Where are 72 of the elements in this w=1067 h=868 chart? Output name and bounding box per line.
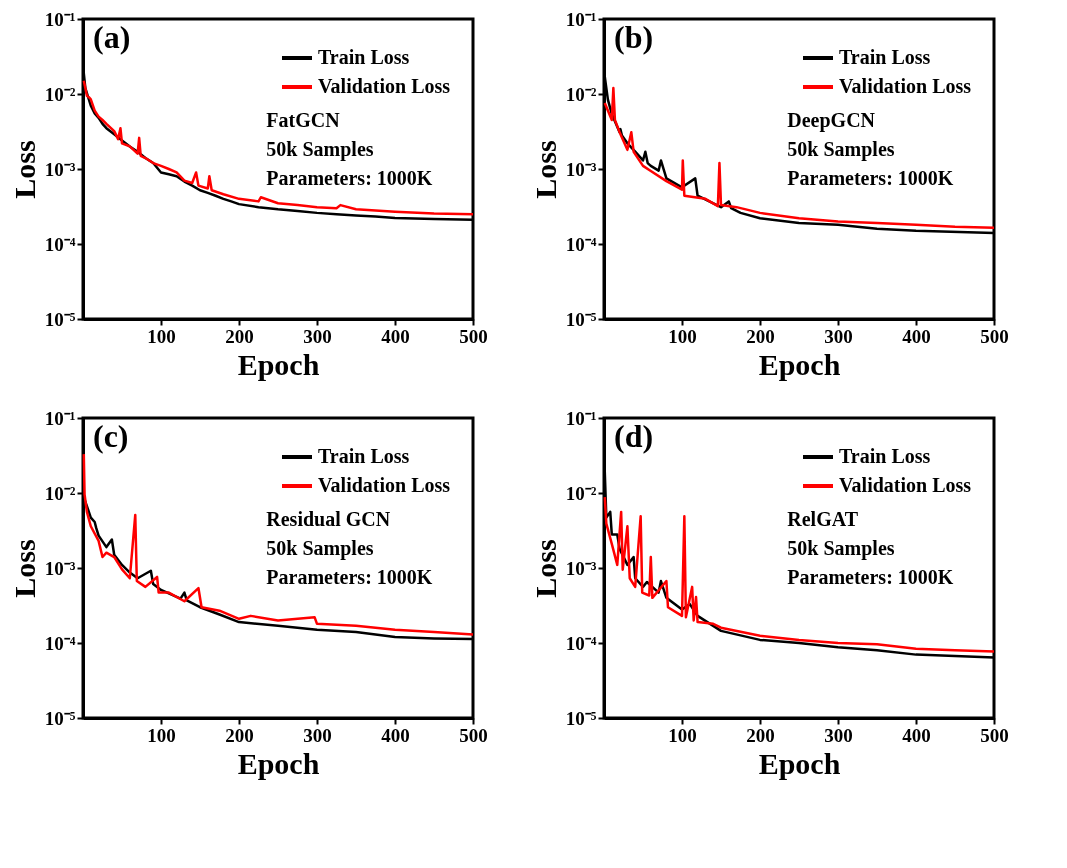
- annotation: 50k Samples: [266, 537, 374, 560]
- y-tick-label: 10⁻⁴: [44, 632, 76, 654]
- annotation: 50k Samples: [787, 537, 895, 560]
- y-tick-label: 10⁻⁴: [565, 632, 597, 654]
- annotation: FatGCN: [266, 109, 341, 131]
- y-tick-label: 10⁻⁴: [44, 233, 76, 255]
- x-tick-label: 100: [668, 724, 697, 746]
- annotation: Parameters: 1000K: [787, 566, 954, 588]
- x-tick-label: 100: [147, 724, 176, 746]
- legend-label: Validation Loss: [839, 474, 972, 496]
- y-axis-title: Loss: [7, 140, 41, 199]
- x-tick-label: 200: [225, 325, 254, 347]
- annotation: (c): [93, 418, 129, 454]
- x-tick-label: 500: [459, 724, 488, 746]
- x-tick-label: 500: [459, 325, 488, 347]
- x-tick-label: 400: [902, 724, 931, 746]
- legend-label: Train Loss: [318, 445, 410, 467]
- annotation: 50k Samples: [787, 138, 895, 161]
- annotation: Parameters: 1000K: [787, 167, 954, 189]
- x-tick-label: 100: [668, 325, 697, 347]
- legend-label: Train Loss: [839, 46, 931, 68]
- y-tick-label: 10⁻²: [44, 482, 76, 504]
- y-tick-label: 10⁻²: [565, 83, 597, 105]
- x-tick-label: 500: [980, 325, 1009, 347]
- legend-label: Validation Loss: [318, 75, 451, 97]
- legend-label: Train Loss: [839, 445, 931, 467]
- x-axis-title: Epoch: [237, 347, 320, 381]
- annotation: RelGAT: [787, 508, 859, 530]
- annotation: (d): [614, 418, 654, 454]
- y-tick-label: 10⁻¹: [565, 8, 597, 30]
- y-tick-label: 10⁻³: [44, 158, 76, 180]
- x-axis-title: Epoch: [237, 746, 320, 780]
- y-tick-label: 10⁻²: [565, 482, 597, 504]
- y-tick-label: 10⁻⁵: [565, 308, 597, 330]
- x-tick-label: 400: [902, 325, 931, 347]
- y-tick-label: 10⁻³: [565, 557, 597, 579]
- y-tick-label: 10⁻⁵: [565, 707, 597, 729]
- y-tick-label: 10⁻³: [44, 557, 76, 579]
- annotation: (b): [614, 19, 654, 55]
- y-tick-label: 10⁻¹: [44, 407, 76, 429]
- legend-label: Train Loss: [318, 46, 410, 68]
- y-tick-label: 10⁻³: [565, 158, 597, 180]
- x-tick-label: 400: [381, 325, 410, 347]
- x-tick-label: 300: [303, 724, 332, 746]
- x-tick-label: 300: [824, 325, 853, 347]
- legend-label: Validation Loss: [839, 75, 972, 97]
- annotation: Residual GCN: [266, 508, 391, 530]
- y-axis-title: Loss: [528, 140, 562, 199]
- x-tick-label: 200: [225, 724, 254, 746]
- x-axis-title: Epoch: [758, 746, 841, 780]
- x-tick-label: 300: [303, 325, 332, 347]
- annotation: Parameters: 1000K: [266, 167, 433, 189]
- x-tick-label: 200: [746, 325, 775, 347]
- y-tick-label: 10⁻⁵: [44, 707, 76, 729]
- y-axis-title: Loss: [7, 539, 41, 598]
- x-tick-label: 400: [381, 724, 410, 746]
- y-tick-label: 10⁻⁵: [44, 308, 76, 330]
- y-tick-label: 10⁻²: [44, 83, 76, 105]
- y-tick-label: 10⁻¹: [565, 407, 597, 429]
- x-tick-label: 100: [147, 325, 176, 347]
- x-tick-label: 300: [824, 724, 853, 746]
- y-tick-label: 10⁻¹: [44, 8, 76, 30]
- x-tick-label: 500: [980, 724, 1009, 746]
- annotation: DeepGCN: [787, 109, 876, 132]
- y-tick-label: 10⁻⁴: [565, 233, 597, 255]
- legend-label: Validation Loss: [318, 474, 451, 496]
- annotation: 50k Samples: [266, 138, 374, 161]
- x-axis-title: Epoch: [758, 347, 841, 381]
- x-tick-label: 200: [746, 724, 775, 746]
- annotation: Parameters: 1000K: [266, 566, 433, 588]
- annotation: (a): [93, 19, 131, 55]
- y-axis-title: Loss: [528, 539, 562, 598]
